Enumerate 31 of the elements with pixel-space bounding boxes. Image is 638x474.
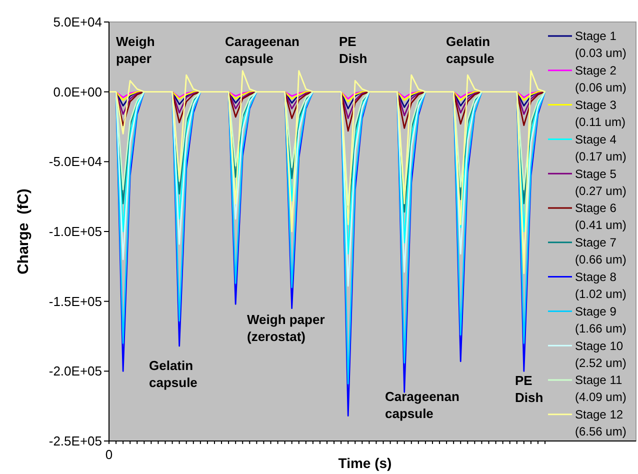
y-tick-label: 0.0E+00: [53, 84, 102, 100]
annotation: Carageenan capsule: [385, 389, 460, 421]
y-tick-label: 5.0E+04: [53, 14, 102, 30]
legend-label: Stage 2 (0.06 um): [575, 64, 626, 95]
x-axis-title: Time (s): [338, 455, 392, 471]
legend-label: Stage 10 (2.52 um): [575, 338, 626, 370]
legend-label: Stage 7 (0.66 um): [575, 236, 626, 267]
y-tick-label: -1.5E+05: [48, 294, 102, 309]
annotation: PE Dish: [515, 373, 544, 405]
legend-label: Stage 11 (4.09 um): [575, 373, 626, 404]
legend-label: Stage 5 (0.27 um): [575, 166, 626, 198]
legend-label: Stage 3 (0.11 um): [575, 98, 626, 129]
legend-label: Stage 1 (0.03 um): [575, 29, 626, 60]
legend-label: Stage 12 (6.56 um): [575, 408, 626, 439]
annotation: Weigh paper: [116, 34, 155, 66]
y-axis-title: Charge (fC): [15, 188, 32, 274]
annotation: PE Dish: [339, 34, 368, 66]
annotation: Carageenan capsule: [225, 34, 300, 66]
annotation: Weigh paper (zerostat): [247, 312, 325, 344]
line-series: [108, 70, 546, 274]
legend-label: Stage 8 (1.02 um): [575, 270, 626, 301]
y-tick-label: -5.0E+04: [48, 154, 102, 170]
legend-label: Stage 4 (0.17 um): [575, 132, 626, 164]
y-tick-label: -2.0E+05: [48, 364, 102, 379]
x-tick-label: 0: [105, 447, 113, 462]
y-tick-label: -2.5E+05: [48, 434, 102, 449]
annotation: Gelatin capsule: [446, 34, 494, 66]
legend-label: Stage 6 (0.41 um): [575, 201, 626, 232]
annotation: Gelatin capsule: [149, 358, 198, 390]
legend-label: Stage 9 (1.66 um): [575, 304, 626, 336]
y-tick-label: -1.0E+05: [48, 224, 102, 240]
